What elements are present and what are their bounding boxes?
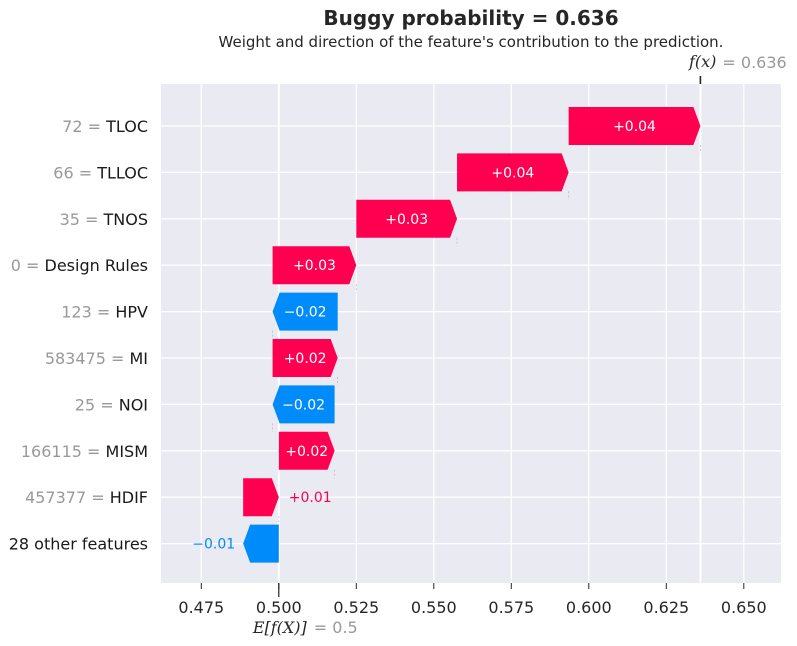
positive-bar <box>278 431 335 470</box>
feature-label: 166115 = MISM <box>21 442 148 461</box>
feature-label: 66 = TLLOC <box>53 163 148 182</box>
bar-value-label: −0.02 <box>284 305 327 321</box>
feature-label: 457377 = HDIF <box>25 488 148 507</box>
feature-name: Design Rules <box>45 256 149 275</box>
negative-bar <box>243 524 279 563</box>
bar-value-label: +0.03 <box>293 258 336 274</box>
positive-bar <box>568 107 701 145</box>
positive-bar <box>243 478 279 517</box>
bar-value-label: +0.02 <box>285 444 328 460</box>
bar-value-label: +0.01 <box>289 490 332 506</box>
positive-bar <box>272 246 357 285</box>
feature-label: 123 = HPV <box>61 303 148 322</box>
feature-equals: = <box>74 163 98 182</box>
feature-name: HDIF <box>110 488 148 507</box>
feature-value: 123 <box>61 303 92 322</box>
feature-name: NOI <box>119 395 148 414</box>
feature-label: 0 = Design Rules <box>11 256 148 275</box>
chart-title: Buggy probability = 0.636 <box>323 6 618 30</box>
feature-value: 66 <box>53 163 73 182</box>
feature-equals: = <box>21 256 45 275</box>
negative-bar <box>272 385 335 424</box>
feature-name: MISM <box>106 442 148 461</box>
feature-label: 28 other features <box>9 535 148 554</box>
bar-value-label: +0.03 <box>385 212 428 228</box>
bars: +0.04 +0.04 +0.03 +0.03 −0.02 +0.02 −0.02 +0.02… <box>192 107 701 563</box>
x-tick-label: 0.650 <box>721 598 767 617</box>
bar-value-label: −0.02 <box>282 397 325 413</box>
feature-name: TLLOC <box>96 163 148 182</box>
feature-name: TNOS <box>103 210 149 229</box>
bar-value-label: −0.01 <box>192 537 235 553</box>
feature-value: 25 <box>75 395 95 414</box>
chart-subtitle: Weight and direction of the feature's co… <box>219 33 724 51</box>
feature-label: 72 = TLOC <box>62 117 148 136</box>
fx-value: = 0.636 <box>722 53 786 72</box>
feature-equals: = <box>80 210 104 229</box>
feature-label: 35 = TNOS <box>60 210 148 229</box>
x-tick-label: 0.525 <box>333 598 379 617</box>
feature-value: 35 <box>60 210 80 229</box>
feature-value: 457377 <box>25 488 86 507</box>
feature-name: 28 other features <box>9 535 148 554</box>
x-tick-label: 0.575 <box>488 598 534 617</box>
x-tick-label: 0.500 <box>256 598 302 617</box>
feature-labels: 72 = TLOC 66 = TLLOC 35 = TNOS 0 = Design R… <box>9 117 148 554</box>
feature-equals: = <box>106 349 130 368</box>
negative-bar <box>272 292 338 331</box>
feature-equals: = <box>86 488 110 507</box>
bar-value-label: +0.02 <box>284 351 327 367</box>
bar-value-label: +0.04 <box>491 165 534 181</box>
feature-equals: = <box>95 395 119 414</box>
bar-value-label: +0.04 <box>613 119 656 135</box>
feature-value: 0 <box>11 256 21 275</box>
feature-value: 72 <box>62 117 82 136</box>
feature-name: HPV <box>115 303 148 322</box>
x-axis-ticks: 0.475 0.500 0.525 0.550 0.575 0.600 0.625 0.650 <box>178 583 767 617</box>
x-tick-label: 0.475 <box>178 598 224 617</box>
feature-name: MI <box>129 349 148 368</box>
x-tick-label: 0.600 <box>566 598 612 617</box>
positive-bar <box>457 153 569 192</box>
feature-equals: = <box>82 442 106 461</box>
ex-value: = 0.5 <box>314 618 358 637</box>
fx-label: f(x) <box>688 52 716 71</box>
feature-equals: = <box>92 303 116 322</box>
x-tick-label: 0.625 <box>643 598 689 617</box>
feature-value: 166115 <box>21 442 82 461</box>
feature-label: 583475 = MI <box>45 349 148 368</box>
feature-value: 583475 <box>45 349 106 368</box>
positive-bar <box>272 339 338 377</box>
x-tick-label: 0.550 <box>411 598 457 617</box>
feature-label: 25 = NOI <box>75 395 148 414</box>
ex-label: E[f(X)] <box>252 618 308 637</box>
feature-name: TLOC <box>105 117 148 136</box>
feature-equals: = <box>83 117 107 136</box>
positive-bar <box>356 199 458 238</box>
